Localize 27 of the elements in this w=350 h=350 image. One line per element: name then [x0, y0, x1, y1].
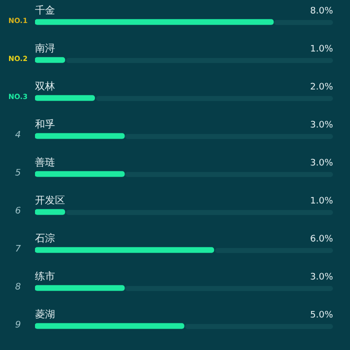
- text: 7: [15, 244, 22, 254]
- data-label: 1.0%: [310, 44, 334, 54]
- text: 5: [15, 168, 22, 178]
- data-label: 3.0%: [310, 272, 334, 282]
- data-label: 3.0%: [310, 158, 334, 168]
- y-tick-label: 南浔: [35, 42, 55, 55]
- y-tick-label: 菱湖: [35, 308, 55, 321]
- y-tick-label: 和孚: [35, 118, 55, 131]
- data-label: 5.0%: [310, 310, 334, 320]
- text: 4: [15, 130, 22, 140]
- data-label: 2.0%: [310, 82, 334, 92]
- data-label: 6.0%: [310, 234, 334, 244]
- y-tick-label: 开发区: [35, 196, 65, 207]
- y-tick-label: 练市: [35, 270, 55, 283]
- text: 8: [15, 282, 22, 292]
- y-tick-label: 千金: [35, 4, 55, 17]
- text: 9: [15, 320, 22, 330]
- y-tick-label: 石淙: [35, 232, 55, 245]
- text: 6: [15, 206, 22, 216]
- y-tick-label: 双林: [35, 80, 55, 93]
- data-label: 3.0%: [310, 120, 334, 130]
- data-label: 1.0%: [310, 196, 334, 206]
- y-tick-label: 善琏: [35, 156, 55, 169]
- bar: [35, 95, 95, 101]
- bar: [35, 57, 66, 63]
- data-label: 8.0%: [310, 6, 334, 16]
- bar: [35, 209, 66, 215]
